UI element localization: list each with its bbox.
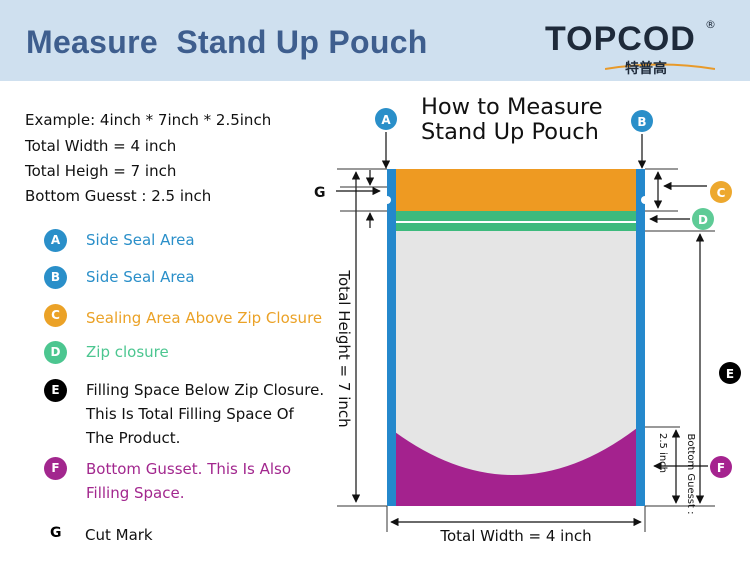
legend-label-d: Zip closure <box>86 343 169 361</box>
diagram-label-e: E <box>726 367 734 381</box>
zip-closure-upper <box>387 211 645 221</box>
diagram-badge-f <box>710 456 732 478</box>
legend-label-b: Side Seal Area <box>86 268 195 286</box>
legend-label-e-line-1: Filling Space Below Zip Closure. <box>86 381 325 399</box>
diagram-badge-d <box>692 208 714 230</box>
zip-gap <box>387 221 645 223</box>
legend-label-e-line-2: This Is Total Filling Space Of <box>86 405 294 423</box>
diagram-title-line-2: Stand Up Pouch <box>421 119 599 145</box>
zip-closure-lower <box>387 223 645 231</box>
gusset-side-label: Bottom Guesst : <box>685 434 696 515</box>
example-bottom-gusset: Bottom Guesst : 2.5 inch <box>25 187 212 205</box>
total-height-label: Total Height = 7 inch <box>335 269 353 427</box>
example-total-height: Total Heigh = 7 inch <box>25 162 177 180</box>
cut-mark-left <box>383 196 391 204</box>
legend-label-c: Sealing Area Above Zip Closure <box>86 309 323 327</box>
gusset-small-label: 2.5 inch <box>657 433 668 473</box>
top-seal-area <box>395 169 637 211</box>
legend-badge-c: C <box>44 304 67 327</box>
legend-badge-g: G <box>50 525 62 541</box>
example-dimensions: Example: 4inch * 7inch * 2.5inch <box>25 111 272 129</box>
legend-badge-e: E <box>44 379 67 402</box>
header-banner <box>0 0 750 81</box>
example-total-width: Total Width = 4 inch <box>25 137 177 155</box>
legend-label-g: Cut Mark <box>85 526 153 544</box>
side-seal-right <box>636 169 645 506</box>
diagram-title-line-1: How to Measure <box>421 94 603 120</box>
logo-chinese-text: 特普高 <box>625 61 667 77</box>
logo-swoosh <box>605 63 715 70</box>
legend-badge-a: A <box>44 229 67 252</box>
bottom-gusset-area <box>395 428 637 506</box>
diagram-title: How to Measure Stand Up Pouch <box>421 95 603 145</box>
legend-label-f: Bottom Gusset. This Is Also Filling Spac… <box>86 457 291 505</box>
diagram-label-b: B <box>637 115 646 129</box>
diagram-label-f: F <box>717 461 725 475</box>
page-title: Measure Stand Up Pouch <box>26 24 428 60</box>
brand-logo: TOPCOD ® 特普高 <box>545 18 735 80</box>
legend-label-a: Side Seal Area <box>86 231 195 249</box>
diagram-label-a: A <box>381 113 391 127</box>
diagram-label-c: C <box>717 186 726 200</box>
diagram-badge-a <box>375 108 397 130</box>
diagram-badge-b <box>631 110 653 132</box>
legend-label-e: Filling Space Below Zip Closure. This Is… <box>86 378 324 450</box>
legend-label-f-line-1: Bottom Gusset. This Is Also <box>86 460 292 478</box>
logo-brand-text: TOPCOD <box>545 20 696 58</box>
diagram-badge-c <box>710 181 732 203</box>
diagram-label-d: D <box>698 213 708 227</box>
label-g: G <box>314 185 326 201</box>
logo-registered-mark: ® <box>705 18 716 31</box>
legend-badge-d: D <box>44 341 67 364</box>
legend-badge-f: F <box>44 457 67 480</box>
cut-mark-right <box>641 196 649 204</box>
total-width-label: Total Width = 4 inch <box>439 527 591 545</box>
diagram-badge-e <box>719 362 741 384</box>
side-seal-left <box>387 169 396 506</box>
legend-label-e-line-3: The Product. <box>86 429 181 447</box>
legend-badge-b: B <box>44 266 67 289</box>
legend-label-f-line-2: Filling Space. <box>86 484 185 502</box>
